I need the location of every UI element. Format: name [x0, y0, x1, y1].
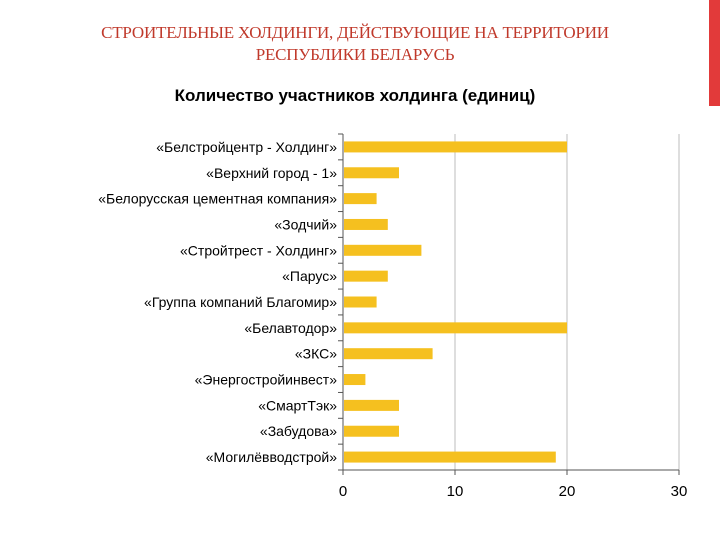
slide-title-line-2: РЕСПУБЛИКИ БЕЛАРУСЬ — [255, 45, 455, 64]
category-label: «Энергостройинвест» — [195, 372, 338, 388]
category-label: «Зодчий» — [274, 216, 337, 232]
category-label: «Стройтрест - Холдинг» — [180, 242, 337, 258]
bar — [344, 399, 399, 411]
x-tick-label: 30 — [671, 483, 688, 500]
bar — [344, 193, 377, 205]
x-tick-label: 20 — [559, 483, 576, 500]
category-label: «Группа компаний Благомир» — [144, 294, 337, 310]
category-label: «Белорусская цементная компания» — [98, 191, 337, 207]
chart-grid — [342, 134, 680, 470]
category-label: «Белавтодор» — [244, 320, 337, 336]
slide-title-line-1: СТРОИТЕЛЬНЫЕ ХОЛДИНГИ, ДЕЙСТВУЮЩИЕ НА ТЕ… — [101, 23, 609, 42]
bar — [344, 141, 567, 153]
accent-bar — [709, 0, 720, 106]
slide-title: СТРОИТЕЛЬНЫЕ ХОЛДИНГИ, ДЕЙСТВУЮЩИЕ НА ТЕ… — [0, 22, 710, 66]
bar — [344, 348, 433, 360]
bar — [344, 374, 366, 386]
bar — [344, 296, 377, 308]
chart-title: Количество участников холдинга (единиц) — [174, 86, 536, 105]
bar — [344, 270, 388, 282]
category-label: «Белстройцентр - Холдинг» — [156, 139, 337, 155]
chart-bars — [344, 141, 567, 463]
category-label: «ЗКС» — [295, 346, 337, 362]
bar — [344, 244, 422, 256]
category-label: «Могилёвводстрой» — [206, 449, 337, 465]
tick-labels: 0 10 20 30 — [339, 483, 688, 500]
category-label: «СмартТэк» — [258, 397, 337, 413]
chart-axes — [338, 133, 680, 475]
bar — [344, 167, 399, 179]
category-label: «Верхний город - 1» — [206, 165, 337, 181]
category-labels: «Белстройцентр - Холдинг» «Верхний город … — [98, 139, 337, 465]
x-tick-label: 0 — [339, 483, 347, 500]
bar — [344, 322, 567, 334]
x-tick-label: 10 — [447, 483, 464, 500]
category-label: «Парус» — [282, 268, 337, 284]
bar — [344, 451, 556, 463]
bar — [344, 218, 388, 230]
bar — [344, 425, 399, 437]
category-label: «Забудова» — [260, 423, 337, 439]
